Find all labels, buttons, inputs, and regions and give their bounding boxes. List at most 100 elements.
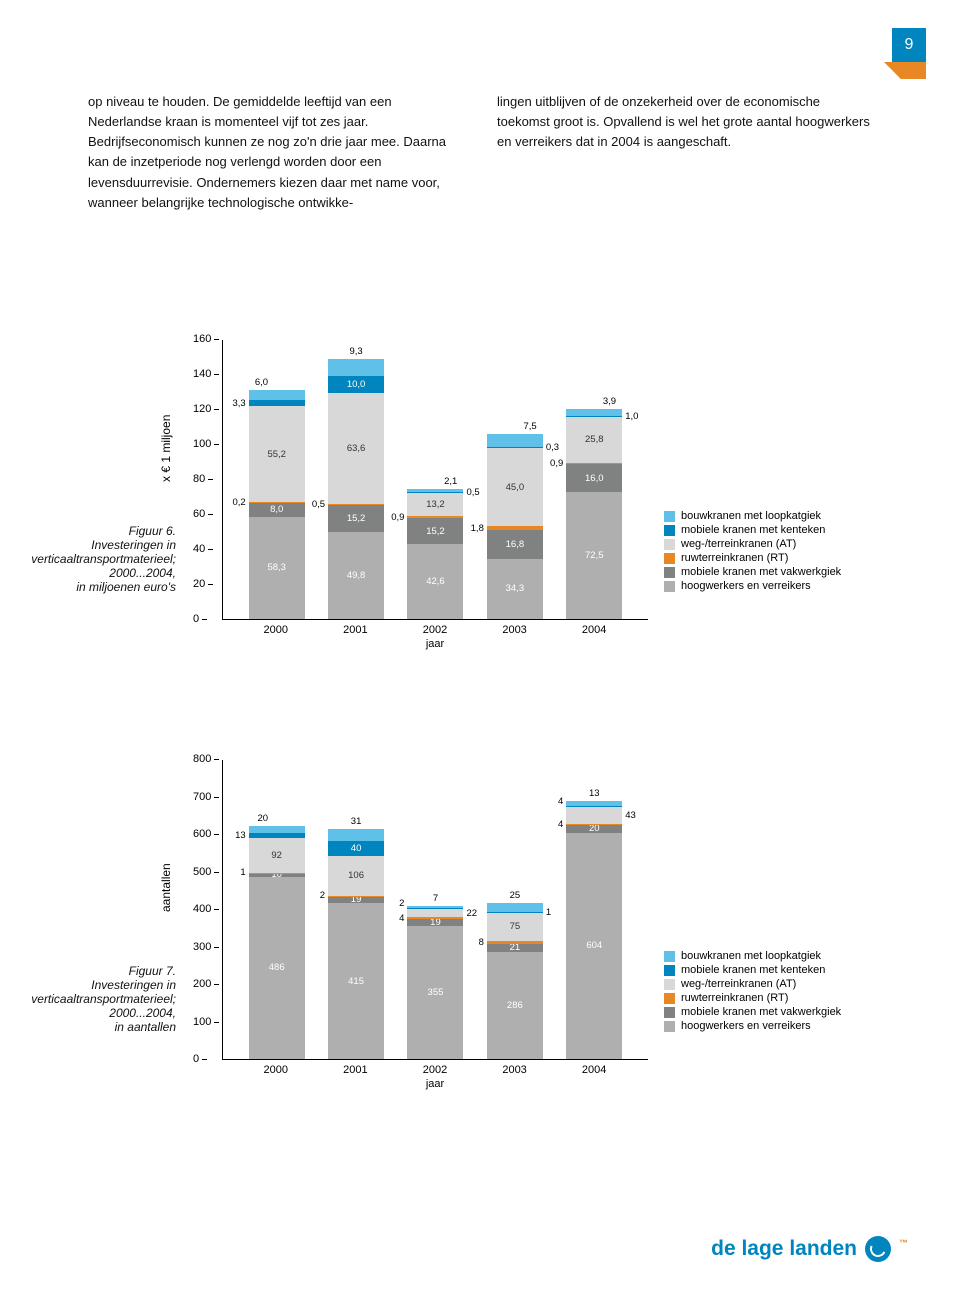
segment-label: 20 [258, 813, 272, 826]
bar-segment: 6,0 [249, 390, 305, 401]
segment-label: 0,2 [232, 497, 248, 508]
figure-7-xlabels: 20002001200220032004 [222, 1060, 648, 1076]
legend-swatch [664, 965, 675, 976]
segment-label: 42,6 [426, 576, 445, 587]
legend-label: weg-/terreinkranen (AT) [681, 978, 796, 990]
bar-segment: 16,8 [487, 530, 543, 559]
bar-segment: 92 [249, 838, 305, 873]
bar-segment: 45,0 [487, 448, 543, 527]
segment-label: 16,8 [506, 539, 525, 550]
bar-segment: 3,3 [249, 400, 305, 406]
segment-label: 9,3 [328, 346, 384, 359]
ytick: 80 [193, 473, 205, 485]
ytick: 40 [193, 543, 205, 555]
segment-label: 25,8 [585, 434, 604, 445]
bar-segment: 355 [407, 926, 463, 1059]
bar-segment: 2 [328, 896, 384, 897]
bar-segment: 9,3 [328, 359, 384, 375]
segment-label: 1,0 [622, 411, 638, 422]
segment-label: 1,8 [471, 523, 487, 534]
legend-label: mobiele kranen met kenteken [681, 524, 825, 536]
bar-segment: 58,3 [249, 517, 305, 619]
segment-label: 63,6 [347, 443, 366, 454]
segment-label: 4 [399, 913, 407, 924]
ytick: 200 [193, 978, 211, 990]
segment-label: 7 [407, 893, 463, 906]
figure-6-caption: Figuur 6.Investeringen in verticaaltrans… [0, 524, 188, 650]
segment-label: 486 [269, 962, 285, 973]
bar-segment: 72,5 [566, 492, 622, 619]
segment-label: 0,9 [550, 458, 566, 469]
segment-label: 45,0 [506, 482, 525, 493]
legend-swatch [664, 525, 675, 536]
segment-label: 0,5 [312, 499, 328, 510]
bar: 72,516,00,925,81,03,9 [566, 409, 622, 619]
body-text: op niveau te houden. De gemiddelde leeft… [88, 92, 872, 213]
legend-label: hoogwerkers en verreikers [681, 1020, 811, 1032]
bar-segment: 7 [407, 906, 463, 909]
ytick: 60 [193, 508, 205, 520]
segment-label: 31 [328, 816, 384, 829]
legend-label: bouwkranen met loopkatgiek [681, 950, 821, 962]
legend-row: mobiele kranen met kenteken [664, 964, 920, 976]
segment-label: 40 [351, 843, 362, 854]
legend-swatch [664, 979, 675, 990]
bar-segment: 0,9 [566, 463, 622, 465]
legend-swatch [664, 993, 675, 1004]
legend-swatch [664, 539, 675, 550]
page-number-value: 9 [905, 36, 914, 54]
legend-swatch [664, 553, 675, 564]
bar-segment: 21 [487, 944, 543, 952]
bar-segment: 0,5 [328, 504, 384, 505]
figure-6-bars: 58,38,00,255,23,36,049,815,20,563,610,09… [223, 340, 648, 619]
bar-segment: 25 [487, 903, 543, 912]
legend-row: mobiele kranen met vakwerkgiek [664, 1006, 920, 1018]
bar-segment: 415 [328, 903, 384, 1059]
figure-6-ylabel: x € 1 miljoen [159, 415, 173, 482]
legend-row: hoogwerkers en verreikers [664, 1020, 920, 1032]
legend-swatch [664, 567, 675, 578]
segment-label: 13,2 [426, 499, 445, 510]
segment-label: 6,0 [255, 377, 271, 390]
legend-row: weg-/terreinkranen (AT) [664, 978, 920, 990]
ytick: 0 [193, 1053, 199, 1065]
xlabel: 2001 [327, 1064, 383, 1076]
bar-segment: 75 [487, 913, 543, 941]
segment-label: 34,3 [506, 583, 525, 594]
bar-segment: 63,6 [328, 393, 384, 504]
legend-row: bouwkranen met loopkatgiek [664, 950, 920, 962]
bar-segment: 2,1 [407, 489, 463, 493]
segment-label: 0,5 [463, 487, 479, 498]
legend-label: mobiele kranen met vakwerkgiek [681, 1006, 841, 1018]
legend-label: weg-/terreinkranen (AT) [681, 538, 796, 550]
legend-label: hoogwerkers en verreikers [681, 580, 811, 592]
segment-label: 3,9 [600, 396, 616, 409]
ytick: 400 [193, 903, 211, 915]
segment-label: 8 [479, 937, 487, 948]
legend-label: ruwterreinkranen (RT) [681, 552, 788, 564]
bar-segment: 34,3 [487, 559, 543, 619]
legend-row: bouwkranen met loopkatgiek [664, 510, 920, 522]
legend-row: mobiele kranen met vakwerkgiek [664, 566, 920, 578]
legend-row: ruwterreinkranen (RT) [664, 552, 920, 564]
ytick: 160 [193, 333, 211, 345]
segment-label: 92 [271, 850, 282, 861]
bar: 60420443413 [566, 801, 622, 1059]
segment-label: 55,2 [267, 449, 286, 460]
figure-7-legend: bouwkranen met loopkatgiek mobiele kranen… [648, 948, 920, 1090]
logo-tm: ™ [899, 1238, 908, 1248]
bar-segment: 1 [249, 873, 305, 874]
bar-segment: 1,0 [566, 416, 622, 418]
segment-label: 415 [348, 976, 364, 987]
segment-label: 3,3 [232, 398, 248, 409]
bar-segment: 7,5 [487, 434, 543, 447]
bar-segment: 3,9 [566, 409, 622, 416]
bar: 3551942227 [407, 906, 463, 1059]
bar-segment: 8 [487, 941, 543, 944]
bar-segment: 10,0 [328, 376, 384, 394]
figure-6-legend: bouwkranen met loopkatgiek mobiele kranen… [648, 508, 920, 650]
segment-label: 2,1 [441, 476, 457, 489]
segment-label: 0,9 [391, 512, 407, 523]
ytick: 0 [193, 613, 199, 625]
bar-segment: 20 [249, 826, 305, 834]
